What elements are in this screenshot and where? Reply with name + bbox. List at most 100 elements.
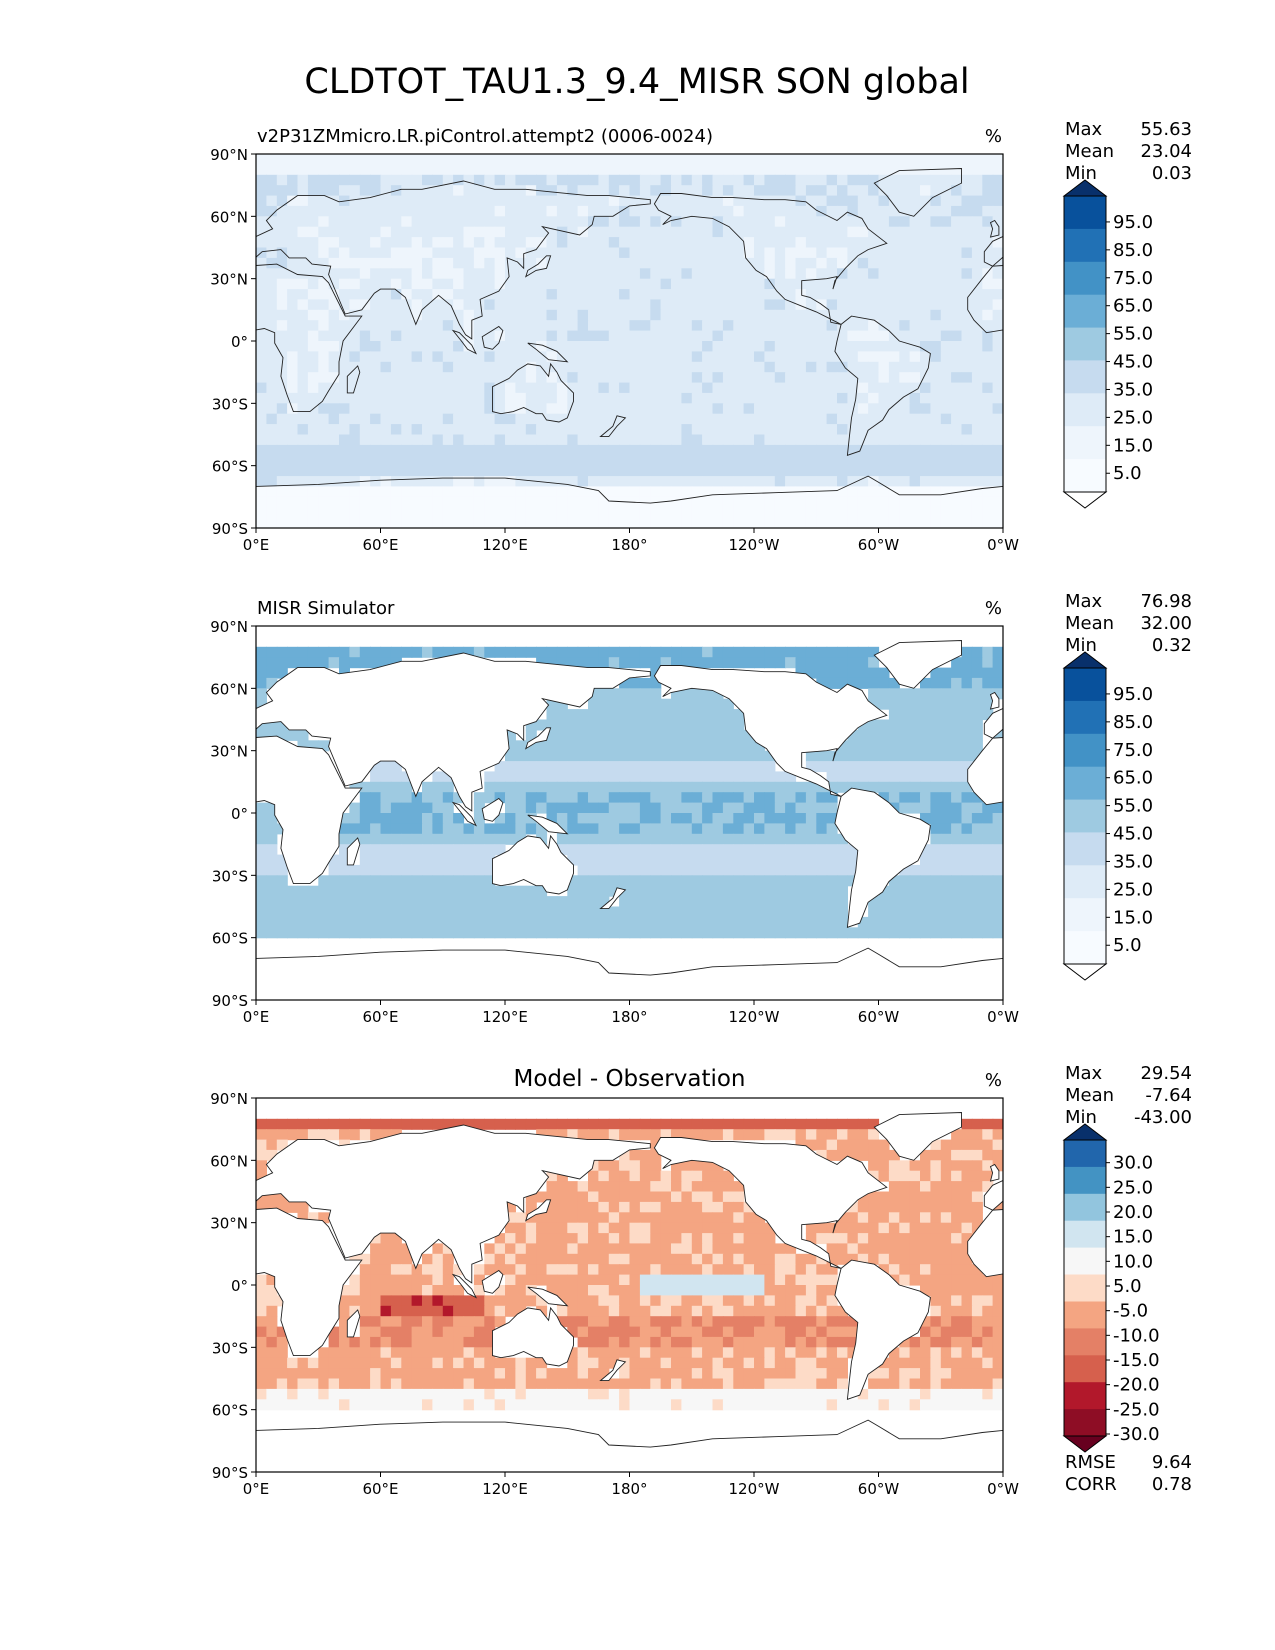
field-cell: [754, 309, 765, 321]
field-cell: [598, 185, 610, 197]
field-cell: [608, 372, 620, 384]
field-cell: [473, 885, 485, 897]
field-cell: [598, 1160, 610, 1172]
field-cell: [764, 1129, 776, 1141]
field-cell: [297, 1201, 309, 1213]
field-cell: [577, 257, 589, 269]
field-cell: [847, 154, 859, 165]
field-cell: [515, 486, 527, 498]
field-cell: [256, 1274, 267, 1286]
field-cell: [619, 154, 631, 165]
field-cell: [266, 226, 278, 238]
field-cell: [868, 1118, 880, 1130]
x-tick-label: 120°E: [482, 536, 528, 554]
field-cell: [505, 382, 516, 394]
field-cell: [764, 906, 776, 918]
field-cell: [837, 444, 848, 456]
field-cell: [878, 896, 890, 908]
field-cell: [608, 517, 620, 528]
field-cell: [899, 802, 911, 814]
field-cell: [857, 361, 869, 373]
field-cell: [888, 1149, 900, 1161]
field-cell: [608, 351, 620, 363]
field-cell: [370, 361, 382, 373]
field-cell: [453, 916, 465, 928]
field-cell: [951, 1149, 963, 1161]
coastline-japan: [525, 727, 552, 750]
field-cell: [567, 226, 579, 238]
field-cell: [805, 351, 817, 363]
y-tick-label: 30°N: [210, 271, 248, 289]
field-cell: [577, 792, 589, 804]
field-cell: [951, 237, 963, 249]
field-cell: [961, 761, 973, 773]
field-cell: [453, 195, 465, 207]
field-cell: [868, 507, 880, 519]
field-cell: [339, 444, 350, 456]
field-cell: [276, 729, 288, 741]
field-cell: [785, 382, 797, 394]
field-cell: [826, 247, 838, 259]
field-cell: [525, 802, 537, 814]
field-cell: [743, 403, 755, 415]
field-cell: [909, 916, 921, 928]
field-cell: [899, 792, 911, 804]
field-cell: [712, 1285, 724, 1296]
field-cell: [909, 486, 921, 498]
field-cell: [577, 434, 589, 446]
field-cell: [401, 237, 413, 249]
field-cell: [619, 698, 631, 710]
field-cell: [899, 885, 911, 897]
field-cell: [370, 496, 382, 508]
field-cell: [837, 351, 848, 363]
field-cell: [826, 268, 838, 280]
field-cell: [349, 906, 361, 918]
field-cell: [712, 320, 724, 332]
field-cell: [826, 299, 838, 311]
field-cell: [349, 154, 361, 165]
field-cell: [764, 330, 776, 342]
field-cell: [453, 476, 465, 488]
field-cell: [951, 802, 963, 814]
field-cell: [754, 351, 765, 363]
field-cell: [567, 657, 579, 669]
field-cell: [961, 486, 973, 498]
field-cell: [546, 174, 558, 186]
field-cell: [691, 761, 703, 773]
field-cell: [961, 1212, 973, 1224]
field-cell: [816, 906, 828, 918]
field-cell: [826, 195, 838, 207]
field-cell: [339, 1129, 350, 1141]
field-cell: [691, 1191, 703, 1203]
field-cell: [588, 496, 599, 508]
field-cell: [691, 1264, 703, 1276]
field-cell: [598, 257, 610, 269]
field-cell: [774, 1274, 786, 1286]
field-cell: [681, 403, 693, 415]
field-cell: [463, 226, 475, 238]
field-cell: [930, 1264, 942, 1276]
field-cell: [370, 1285, 382, 1296]
field-cell: [992, 864, 1003, 876]
field-cell: [598, 1253, 610, 1265]
field-cell: [681, 299, 693, 311]
colorbar-label: 65.0: [1113, 296, 1153, 317]
figure-title: CLDTOT_TAU1.3_9.4_MISR SON global: [304, 62, 969, 102]
field-cell: [961, 424, 973, 436]
field-cell: [681, 1274, 693, 1286]
field-cell: [256, 154, 267, 165]
field-cell: [702, 1285, 714, 1296]
field-cell: [868, 496, 880, 508]
field-cell: [639, 444, 651, 456]
field-cell: [805, 906, 817, 918]
field-cell: [494, 226, 506, 238]
field-cell: [743, 444, 755, 456]
field-cell: [795, 1118, 807, 1130]
field-cell: [743, 205, 755, 217]
field-cell: [702, 854, 714, 866]
field-cell: [650, 698, 662, 710]
field-cell: [847, 1253, 859, 1265]
field-cell: [442, 823, 454, 835]
field-cell: [619, 750, 631, 762]
y-tick-label: 0°: [231, 333, 248, 351]
